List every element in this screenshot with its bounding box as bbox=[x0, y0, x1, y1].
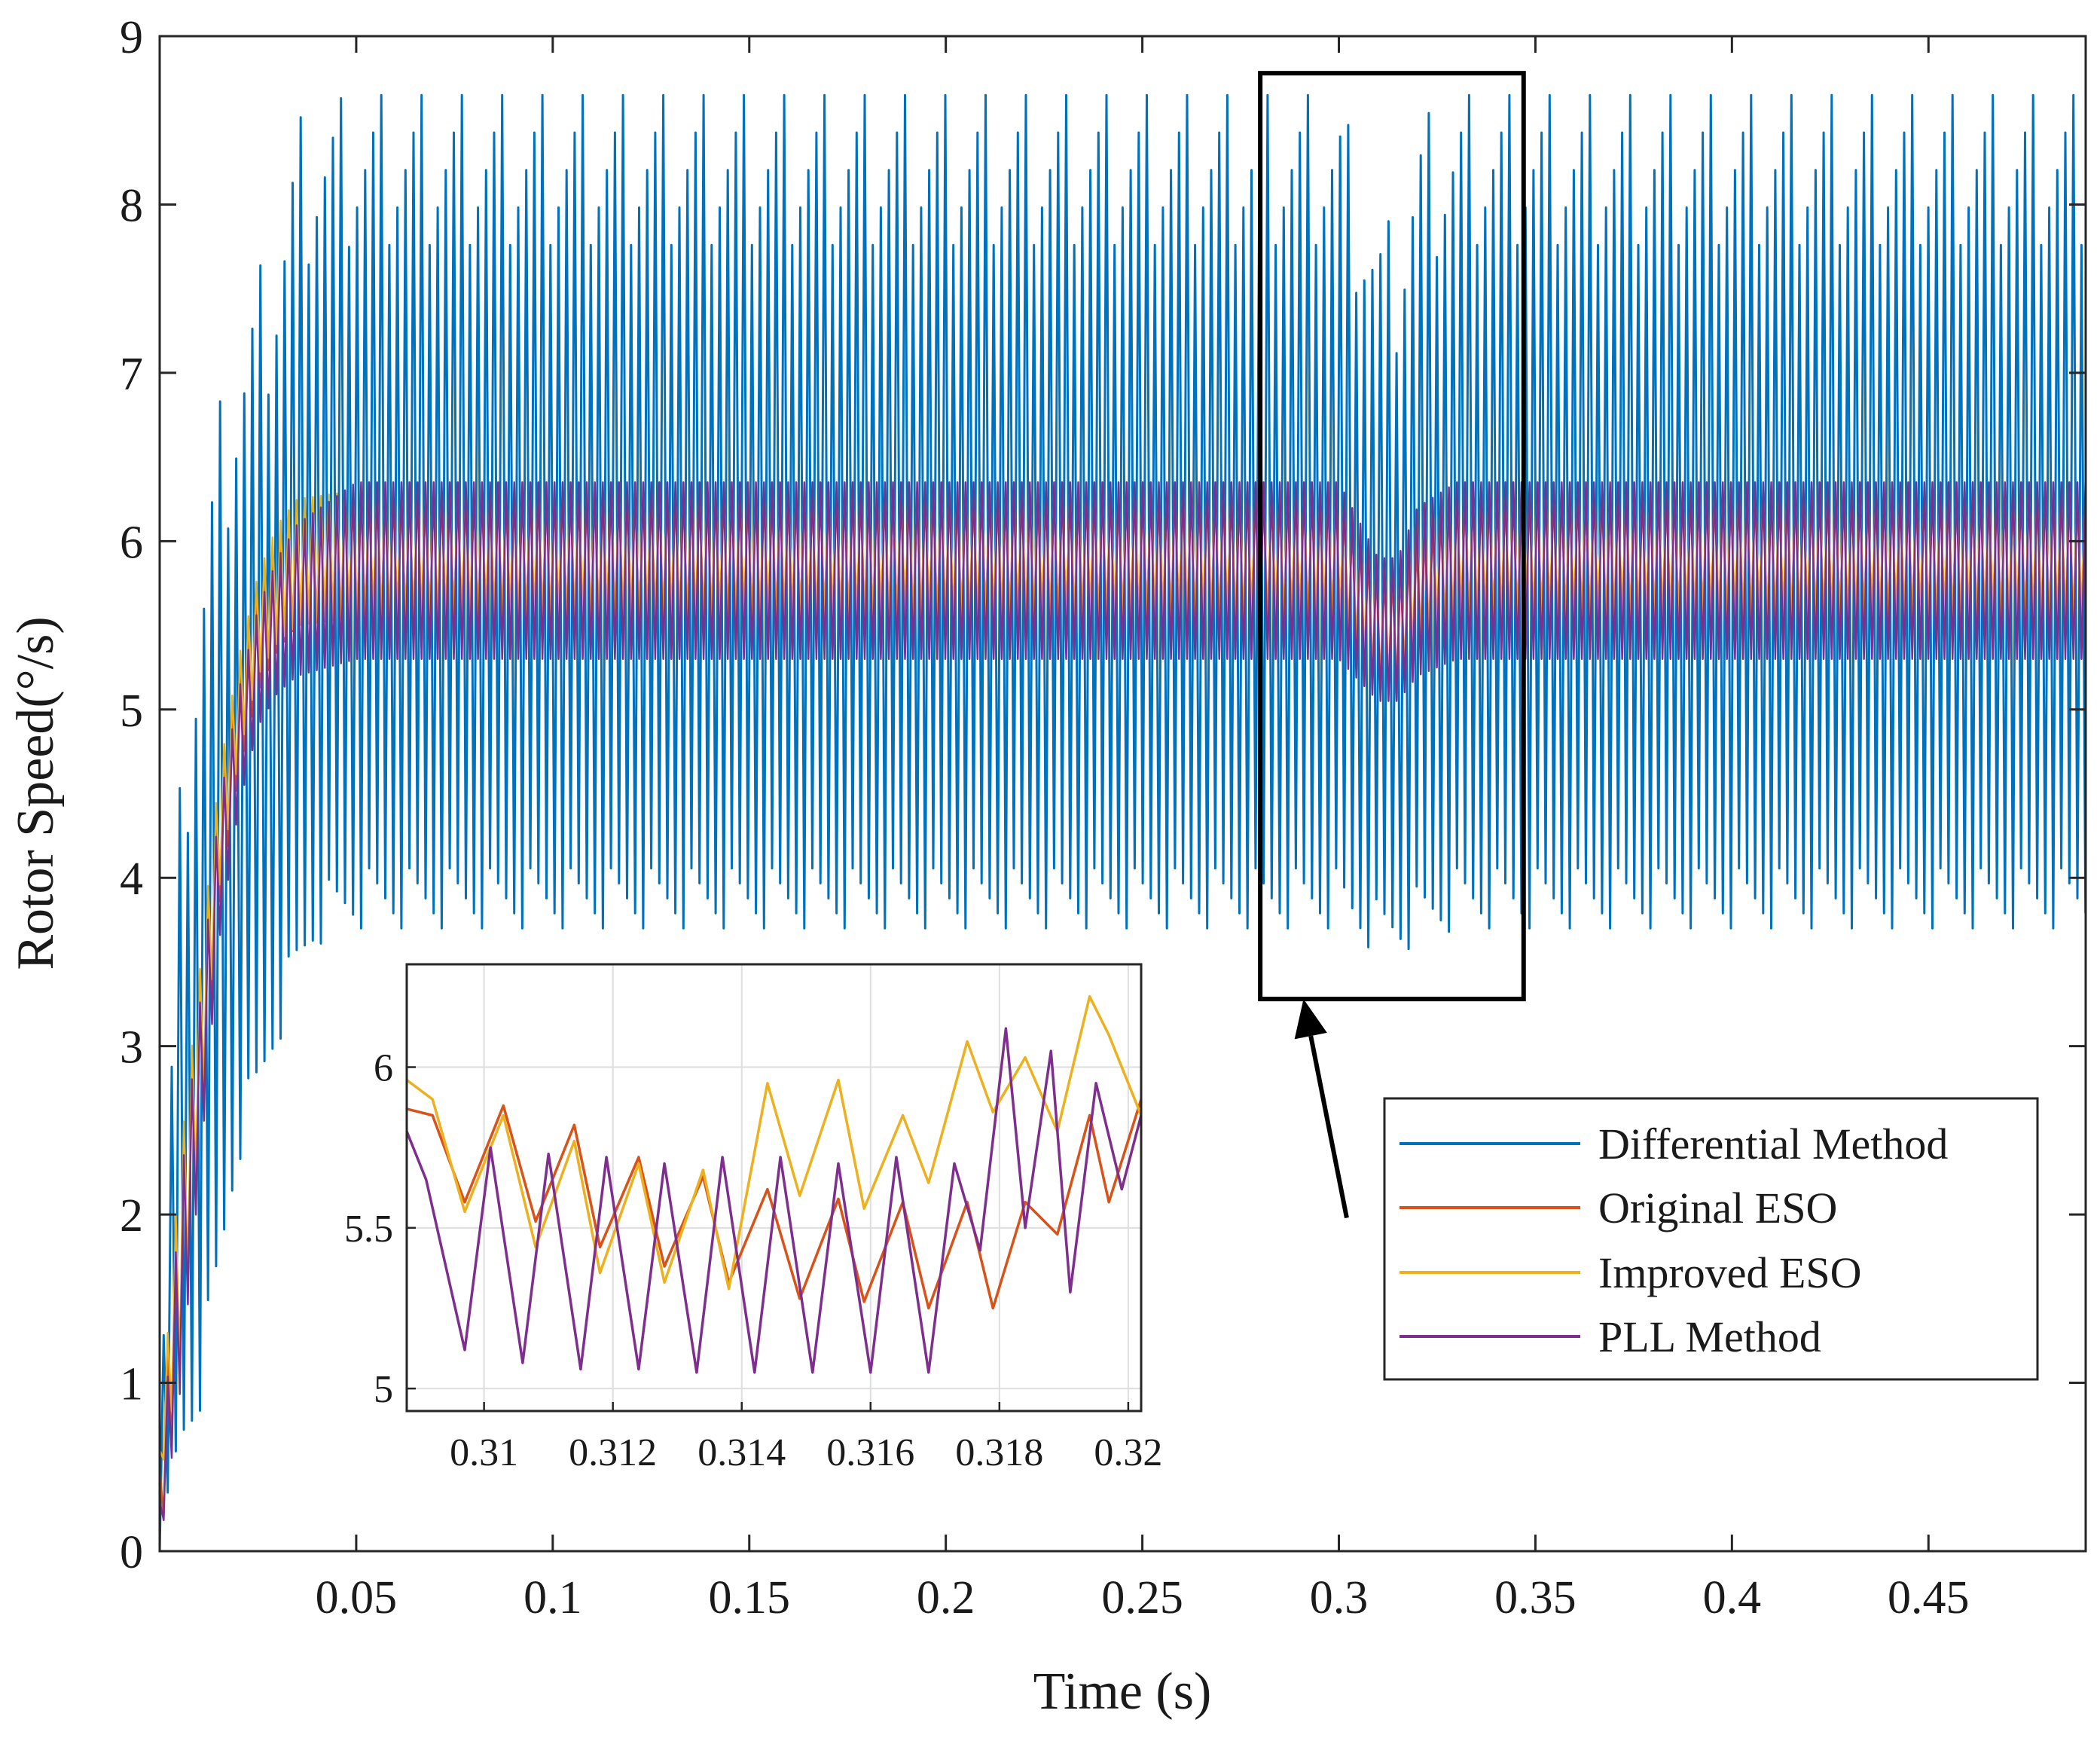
x-tick-label: 0.2 bbox=[917, 1572, 975, 1623]
inset-grid bbox=[407, 964, 1141, 1411]
x-tick-label: 0.45 bbox=[1888, 1572, 1970, 1623]
legend-entry-differential-method: Differential Method bbox=[1399, 1119, 1948, 1168]
inset-y-tick-label: 5 bbox=[374, 1368, 393, 1411]
y-tick-label: 8 bbox=[120, 180, 143, 231]
inset-x-tick-label: 0.318 bbox=[955, 1431, 1043, 1474]
x-tick-label: 0.1 bbox=[523, 1572, 582, 1623]
legend-box bbox=[1383, 1097, 2039, 1381]
zoom-arrow-head bbox=[1294, 999, 1327, 1040]
zoom-region-box bbox=[1258, 71, 1526, 1002]
inset-y-tick-label: 5.5 bbox=[344, 1208, 393, 1251]
y-tick-label: 1 bbox=[120, 1359, 143, 1410]
x-tick-label: 0.15 bbox=[709, 1572, 791, 1623]
legend-entry-improved-eso: Improved ESO bbox=[1399, 1248, 1862, 1297]
series-line-differential-method bbox=[160, 93, 2086, 1551]
legend-label-pll-method: PLL Method bbox=[1598, 1312, 1821, 1361]
y-tick-label: 7 bbox=[120, 349, 143, 400]
x-axis-title: Time (s) bbox=[1033, 1663, 1212, 1721]
zoom-arrow-line bbox=[1308, 1035, 1349, 1219]
legend-label-differential-method: Differential Method bbox=[1598, 1119, 1948, 1168]
y-tick-label: 0 bbox=[120, 1527, 143, 1578]
legend: Differential Method Original ESO Improve… bbox=[1383, 1097, 2039, 1381]
inset-series-line-improved-eso bbox=[407, 994, 1141, 1290]
legend-label-original-eso: Original ESO bbox=[1598, 1184, 1837, 1232]
x-tick-label: 0.3 bbox=[1310, 1572, 1369, 1623]
series-line-pll-method bbox=[160, 481, 2086, 1522]
inset-x-tick-label: 0.312 bbox=[569, 1431, 657, 1474]
main-plot-series bbox=[160, 93, 2086, 1551]
y-axis-title: Rotor Speed(°/s) bbox=[7, 616, 65, 970]
x-tick-label: 0.4 bbox=[1703, 1572, 1762, 1623]
main-axis-ticks: 0.05 0.1 0.15 0.2 0.25 0.3 0.35 0.4 0.45 0 1 2 3 4 5 6 7… bbox=[120, 12, 2086, 1623]
inset-x-tick-label: 0.316 bbox=[826, 1431, 914, 1474]
x-tick-label: 0.35 bbox=[1494, 1572, 1577, 1623]
y-tick-label: 4 bbox=[120, 854, 143, 905]
inset-axis-ticks: 0.31 0.312 0.314 0.316 0.318 0.32 5 5.5 6 bbox=[344, 1047, 1162, 1474]
x-tick-label: 0.25 bbox=[1101, 1572, 1183, 1623]
inset-axes: 0.31 0.312 0.314 0.316 0.318 0.32 5 5.5 6 bbox=[344, 963, 1162, 1474]
inset-background bbox=[407, 964, 1141, 1411]
y-tick-label: 9 bbox=[120, 12, 143, 63]
x-tick-label: 0.05 bbox=[316, 1572, 398, 1623]
inset-x-tick-label: 0.32 bbox=[1094, 1431, 1162, 1474]
inset-series bbox=[407, 994, 1141, 1374]
inset-frame bbox=[405, 963, 1143, 1413]
inset-series-line-pll-method bbox=[407, 1027, 1141, 1374]
y-tick-label: 5 bbox=[120, 686, 143, 737]
legend-entry-pll-method: PLL Method bbox=[1399, 1312, 1821, 1361]
legend-label-improved-eso: Improved ESO bbox=[1598, 1248, 1862, 1297]
y-tick-label: 6 bbox=[120, 517, 143, 568]
main-plot-frame bbox=[158, 35, 2087, 1553]
inset-x-tick-label: 0.31 bbox=[450, 1431, 518, 1474]
inset-x-tick-label: 0.314 bbox=[697, 1431, 786, 1474]
y-tick-label: 2 bbox=[120, 1190, 143, 1242]
inset-y-tick-label: 6 bbox=[374, 1047, 393, 1090]
inset-series-line-original-eso bbox=[407, 1098, 1141, 1310]
legend-entry-original-eso: Original ESO bbox=[1399, 1184, 1837, 1232]
y-tick-label: 3 bbox=[120, 1022, 143, 1074]
